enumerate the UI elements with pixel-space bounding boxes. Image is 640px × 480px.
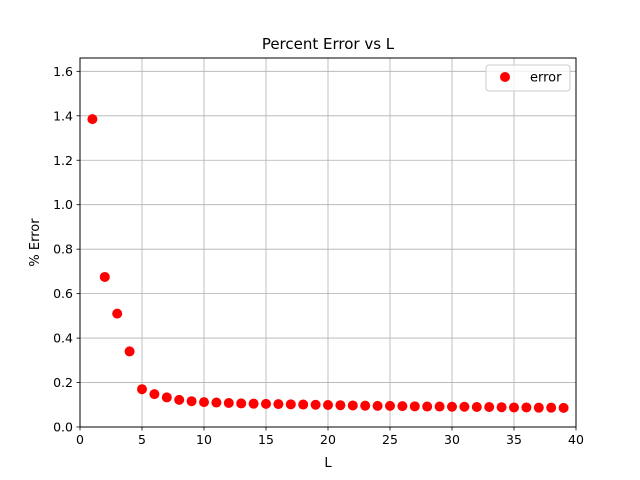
data-point bbox=[87, 114, 98, 125]
data-point bbox=[360, 400, 371, 411]
data-point bbox=[447, 401, 457, 412]
data-point bbox=[261, 398, 271, 409]
y-axis-label: % Error bbox=[28, 218, 43, 267]
x-tick-label: 0 bbox=[76, 432, 84, 447]
data-point bbox=[211, 397, 222, 408]
x-tick-label: 20 bbox=[320, 432, 336, 447]
y-tick-label: 0.2 bbox=[53, 375, 73, 390]
legend-box bbox=[485, 64, 571, 92]
data-point bbox=[533, 402, 544, 413]
x-tick-label: 10 bbox=[196, 432, 212, 447]
data-point bbox=[372, 400, 383, 411]
x-tick-label: 40 bbox=[568, 432, 584, 447]
data-point bbox=[323, 399, 333, 410]
data-point bbox=[558, 402, 569, 413]
data-point bbox=[149, 389, 160, 400]
data-point bbox=[174, 394, 185, 405]
data-point bbox=[223, 397, 234, 408]
data-point bbox=[422, 401, 433, 412]
data-point bbox=[546, 402, 557, 413]
data-point bbox=[471, 401, 482, 412]
x-tick-label: 15 bbox=[258, 432, 274, 447]
y-tick-label: 0.6 bbox=[53, 286, 73, 301]
y-tick-label: 0.0 bbox=[53, 420, 73, 435]
x-tick-label: 25 bbox=[382, 432, 398, 447]
data-point bbox=[496, 402, 507, 413]
data-point bbox=[285, 399, 296, 410]
data-point bbox=[248, 398, 259, 409]
data-point bbox=[236, 398, 247, 409]
data-point bbox=[298, 399, 309, 410]
chart-title: Percent Error vs L bbox=[262, 35, 395, 53]
data-point bbox=[459, 401, 470, 412]
y-tick-label: 1.2 bbox=[53, 153, 73, 168]
legend: error bbox=[485, 64, 571, 92]
data-point bbox=[347, 400, 358, 411]
y-tick-label: 1.0 bbox=[53, 197, 73, 212]
x-tick-label: 30 bbox=[444, 432, 460, 447]
data-point bbox=[397, 401, 408, 412]
data-point bbox=[112, 308, 123, 319]
y-tick-label: 0.4 bbox=[53, 331, 73, 346]
scatter-points bbox=[87, 114, 569, 413]
data-point bbox=[484, 401, 495, 412]
y-tick-label: 1.4 bbox=[53, 108, 73, 123]
data-point bbox=[521, 402, 532, 413]
y-axis-ticks: 0.0 0.2 0.4 0.6 0.8 1.0 1.2 1.4 1.6 bbox=[53, 64, 80, 435]
legend-label: error bbox=[530, 71, 562, 86]
data-point bbox=[409, 401, 420, 412]
data-point bbox=[124, 346, 135, 357]
x-tick-label: 35 bbox=[506, 432, 522, 447]
legend-marker bbox=[500, 72, 510, 82]
data-point bbox=[273, 399, 284, 410]
data-point bbox=[434, 401, 445, 412]
data-point bbox=[509, 402, 519, 413]
data-point bbox=[186, 396, 197, 407]
data-point bbox=[385, 400, 395, 411]
x-axis-ticks: 0 5 10 15 20 25 30 35 40 bbox=[76, 427, 584, 447]
x-axis-label: L bbox=[324, 456, 332, 471]
data-point bbox=[161, 392, 172, 403]
data-point bbox=[310, 399, 321, 410]
data-point bbox=[137, 384, 147, 395]
x-tick-label: 5 bbox=[138, 432, 146, 447]
data-point bbox=[99, 271, 110, 282]
data-point bbox=[199, 397, 209, 408]
y-tick-label: 0.8 bbox=[53, 242, 73, 257]
data-point bbox=[335, 400, 346, 411]
y-tick-label: 1.6 bbox=[53, 64, 73, 79]
